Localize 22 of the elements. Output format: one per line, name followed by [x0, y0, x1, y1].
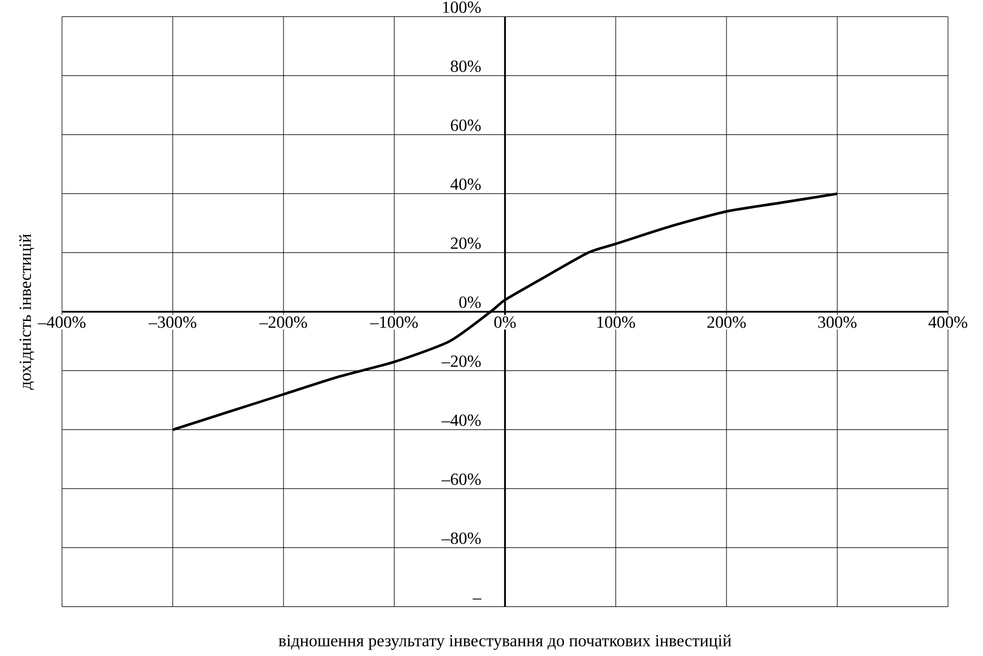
x-tick-label: –400%: [38, 316, 86, 328]
x-tick-label: –200%: [259, 316, 307, 328]
y-tick-label: 40%: [450, 178, 481, 190]
y-tick-label: 20%: [450, 238, 481, 250]
y-tick-label: –40%: [442, 414, 481, 426]
y-tick-label: 80%: [450, 60, 481, 72]
x-tick-label: 300%: [818, 316, 856, 328]
x-axis-title: відношення результату інвестування до початкових інвестицій: [278, 634, 732, 650]
y-tick-label: 60%: [450, 120, 481, 132]
x-tick-label: 100%: [597, 316, 635, 328]
y-tick-label: –20%: [442, 356, 481, 368]
x-tick-label: 200%: [707, 316, 746, 328]
y-tick-label: –80%: [442, 532, 481, 544]
y-axis-title: дохідність інвестицій: [19, 234, 34, 390]
x-tick-label: –100%: [370, 316, 418, 328]
y-tick-label: –: [472, 598, 482, 600]
y-tick-label: 100%: [443, 2, 481, 14]
x-tick-label: 400%: [928, 316, 968, 328]
x-tick-label: 0%: [494, 316, 516, 328]
x-tick-label: –300%: [148, 316, 196, 328]
y-tick-label: 0%: [459, 296, 481, 308]
y-tick-label: –60%: [442, 474, 481, 486]
